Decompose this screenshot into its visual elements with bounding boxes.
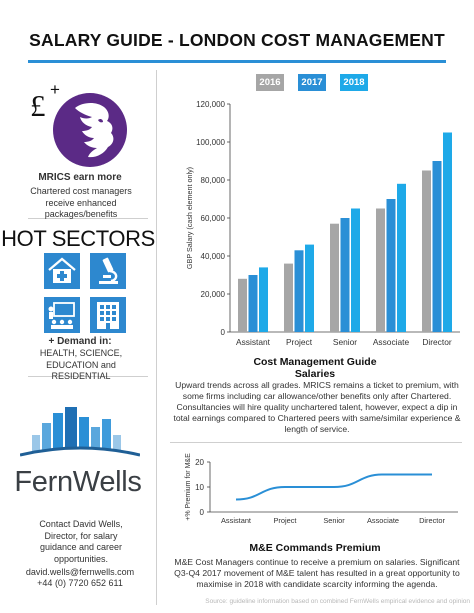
microscope-icon: [99, 257, 118, 284]
demand-text: HEALTH, SCIENCE, EDUCATION and RESIDENTI…: [39, 348, 123, 381]
main-divider: [170, 442, 462, 443]
y-tick-label: 100,000: [196, 138, 225, 147]
bar-2016-senior: [330, 223, 339, 332]
mrics-lion-icon: [53, 93, 127, 167]
column-divider: [156, 70, 157, 605]
bar-2016-project: [284, 263, 293, 332]
sidebar-divider-2: [28, 376, 148, 377]
y-tick-label: 40,000: [201, 252, 226, 261]
y-axis-label: +% Premium for M&E: [185, 453, 192, 521]
pound-symbol: £: [30, 88, 46, 123]
residential-building-icon: [97, 302, 119, 329]
x-tick-label: Director: [422, 337, 452, 347]
phone-number[interactable]: +44 (0) 7720 652 611: [37, 578, 123, 588]
x-tick-label: Assistant: [221, 516, 251, 525]
y-tick-label: 20,000: [201, 290, 226, 299]
y-tick-label: 10: [195, 483, 204, 492]
email-link[interactable]: david.wells@fernwells.com: [25, 567, 135, 577]
x-tick-label: Associate: [367, 516, 399, 525]
classroom-icon: [48, 302, 75, 329]
y-tick-label: 20: [195, 458, 204, 467]
x-tick-label: Project: [286, 337, 313, 347]
page-title: SALARY GUIDE - LONDON COST MANAGEMENT: [29, 30, 445, 50]
hospital-tile: [44, 253, 80, 289]
y-tick-label: 80,000: [201, 176, 226, 185]
x-tick-label: Assistant: [236, 337, 271, 347]
pound-plus-badge: £ +: [30, 80, 70, 124]
contact-text: Contact David Wells, Director, for salar…: [39, 519, 123, 564]
premium-line: [235, 473, 432, 501]
bar-2017-associate: [386, 199, 396, 332]
bar-2018-associate: [397, 183, 406, 332]
sidebar-divider-1: [28, 218, 148, 219]
plus-symbol: +: [50, 80, 60, 99]
bar-chart-title: Cost Management Guide Salaries: [253, 356, 377, 380]
demand-heading: + Demand in:: [48, 336, 112, 347]
legend-item-2016: 2016: [256, 74, 284, 91]
salary-bar-chart: 0 20,000 40,000 60,000 80,000 100,000 120,000 G…: [185, 100, 460, 347]
x-tick-label: Project: [273, 516, 296, 525]
mrics-text: Chartered cost managers receive enhanced…: [30, 186, 132, 219]
bar-2018-senior: [351, 208, 360, 332]
y-tick-label: 60,000: [201, 214, 226, 223]
me-premium-line-chart: 0 10 20+% Premium for M&E Assistant Project S…: [185, 453, 458, 525]
y-tick-label: 0: [221, 328, 226, 337]
bar-2018-assistant: [259, 267, 268, 332]
y-tick-label: 120,000: [196, 100, 225, 109]
line-chart-title: M&E Commands Premium: [249, 542, 381, 554]
y-tick-label: 0: [200, 508, 205, 517]
line-chart-description: M&E Cost Managers continue to receive a …: [174, 557, 460, 589]
bar-2016-director: [422, 170, 431, 332]
bar-chart-description: Upward trends across all grades. MRICS r…: [173, 380, 461, 434]
source-note: Source: guideline information based on c…: [205, 598, 470, 605]
bar-2018-director: [443, 132, 452, 332]
mrics-heading: MRICS earn more: [38, 172, 122, 183]
bar-2018-project: [305, 244, 314, 332]
bar-2016-associate: [376, 208, 385, 332]
residential-tile: [90, 297, 126, 333]
science-tile: [90, 253, 126, 289]
legend-item-2018: 2018: [340, 74, 368, 91]
bar-2017-project: [294, 250, 304, 332]
bar-2016-assistant: [238, 278, 247, 332]
fernwells-skyline-logo: [20, 407, 140, 467]
x-tick-label: Director: [419, 516, 445, 525]
education-tile: [44, 297, 80, 333]
x-tick-label: Senior: [333, 337, 357, 347]
title-rule: [28, 60, 446, 63]
hospital-icon: [48, 257, 76, 283]
brand-name: FernWells: [14, 466, 142, 498]
legend-item-2017: 2017: [298, 74, 326, 91]
x-tick-label: Associate: [373, 337, 410, 347]
hot-sectors-title: HOT SECTORS: [1, 226, 155, 251]
bar-2017-senior: [340, 218, 350, 332]
y-axis-label: GBP Salary (cash element only): [185, 167, 194, 269]
bar-2017-director: [432, 161, 442, 332]
bar-2017-assistant: [248, 275, 258, 332]
x-tick-label: Senior: [323, 516, 345, 525]
